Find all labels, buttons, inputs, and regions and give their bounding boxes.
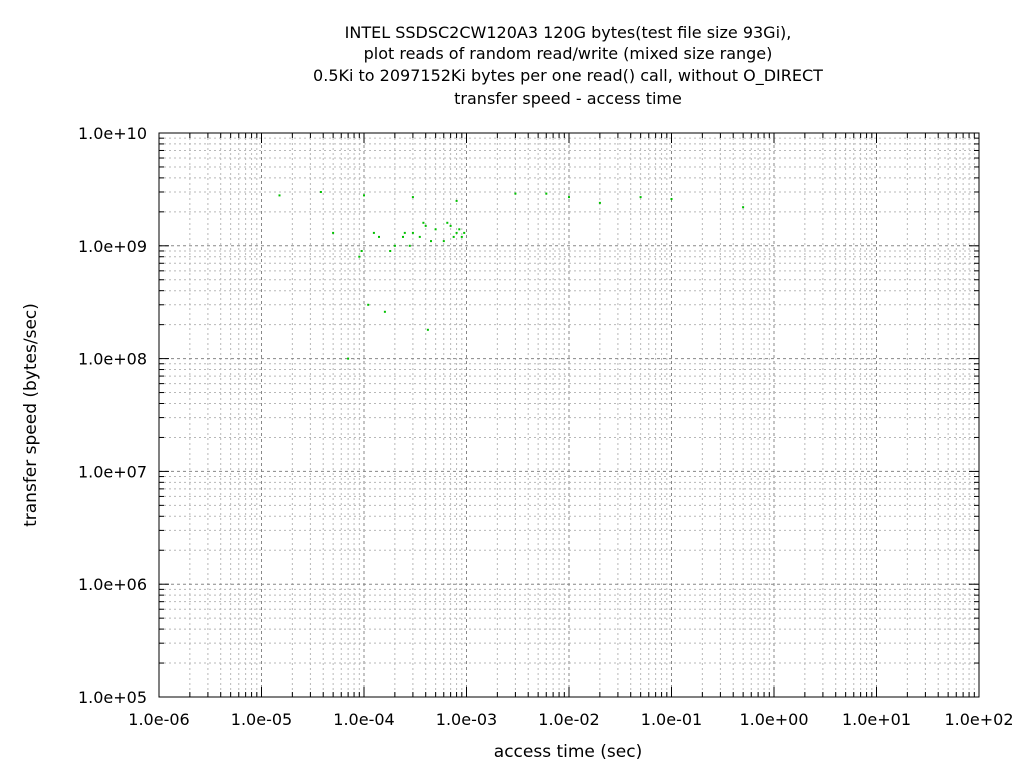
data-point: [358, 255, 361, 258]
x-tick-label: 1.0e+01: [842, 710, 911, 729]
data-point: [363, 194, 365, 197]
data-point: [383, 310, 386, 313]
data-point: [458, 228, 461, 231]
data-point: [598, 201, 601, 204]
data-point: [367, 303, 370, 306]
x-tick-label: 1.0e+00: [739, 710, 808, 729]
y-tick-label: 1.0e+06: [78, 575, 147, 594]
x-tick-label: 1.0e-05: [231, 710, 292, 729]
data-point: [422, 221, 425, 224]
x-tick-label: 1.0e-06: [128, 710, 189, 729]
data-point: [545, 192, 548, 195]
data-point: [411, 231, 414, 234]
data-point: [742, 206, 745, 209]
y-tick-label: 1.0e+07: [78, 462, 147, 481]
x-tick-label: 1.0e-01: [641, 710, 702, 729]
chart-title-line-3: 0.5Ki to 2097152Ki bytes per one read() …: [313, 66, 823, 86]
x-tick-label: 1.0e+02: [944, 710, 1013, 729]
grid: [159, 133, 979, 697]
data-point: [360, 250, 363, 252]
data-point: [430, 240, 432, 243]
data-point: [278, 194, 281, 197]
data-point: [408, 244, 411, 247]
data-point: [347, 357, 350, 360]
data-point: [319, 191, 322, 193]
data-point: [442, 240, 445, 243]
y-tick-label: 1.0e+10: [78, 124, 147, 143]
y-tick-label: 1.0e+05: [78, 688, 147, 707]
y-axis-tick-labels: 1.0e+05 1.0e+06 1.0e+07 1.0e+08 1.0e+09 1.0e+…: [78, 124, 147, 707]
x-axis-tick-labels: 1.0e-06 1.0e-05 1.0e-04 1.0e-03 1.0e-02 1.0e-…: [128, 710, 1013, 729]
x-tick-label: 1.0e-03: [436, 710, 497, 729]
data-point: [670, 198, 673, 200]
chart-title-line-1: INTEL SSDSC2CW120A3 120G bytes(test file…: [345, 23, 792, 42]
x-axis-label: access time (sec): [494, 742, 642, 762]
data-point: [463, 231, 466, 234]
axis-ticks: [158, 132, 980, 698]
y-axis-label: transfer speed (bytes/sec): [21, 303, 41, 527]
chart-title-line-4: transfer speed - access time: [454, 89, 682, 108]
x-tick-label: 1.0e-02: [538, 710, 599, 729]
data-point: [568, 196, 570, 199]
data-point: [418, 235, 421, 238]
data-point: [434, 228, 437, 231]
data-points: [278, 191, 745, 360]
data-point: [426, 328, 429, 331]
data-point: [403, 231, 406, 234]
y-tick-label: 1.0e+09: [78, 237, 147, 256]
data-point: [393, 244, 396, 247]
data-point: [378, 235, 380, 238]
data-point: [449, 224, 452, 227]
data-point: [452, 235, 455, 238]
data-point: [446, 221, 449, 224]
data-point: [372, 231, 375, 234]
data-point: [424, 224, 427, 227]
data-point: [332, 231, 335, 234]
x-tick-label: 1.0e-04: [333, 710, 394, 729]
chart-title: INTEL SSDSC2CW120A3 120G bytes(test file…: [313, 23, 823, 108]
plot-frame: [158, 132, 980, 698]
data-point: [514, 192, 517, 195]
data-point: [455, 231, 458, 234]
data-point: [460, 235, 463, 238]
y-tick-label: 1.0e+08: [78, 350, 147, 369]
data-point: [455, 199, 458, 202]
chart-title-line-2: plot reads of random read/write (mixed s…: [364, 44, 773, 63]
data-point: [411, 196, 414, 199]
data-point: [389, 250, 392, 252]
data-point: [639, 196, 642, 199]
data-point: [402, 235, 404, 238]
